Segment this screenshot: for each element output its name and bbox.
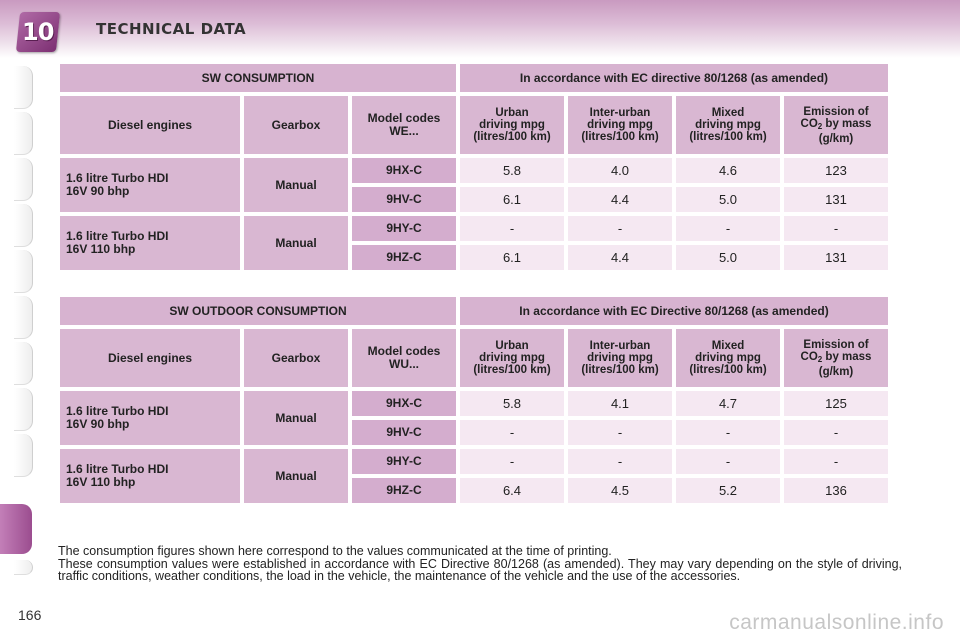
mixed-value: 4.7 — [676, 391, 780, 416]
table-title: SW CONSUMPTION — [60, 64, 456, 92]
urban-value: - — [460, 420, 564, 445]
col-header-co2: Emission of CO2 by mass (g/km) — [784, 96, 888, 154]
col-header-codes: Model codes WU... — [352, 329, 456, 387]
urban-value: 6.4 — [460, 478, 564, 503]
model-code: 9HZ-C — [352, 478, 456, 503]
consumption-note: The consumption figures shown here corre… — [58, 545, 902, 583]
col-header-codes: Model codes WE... — [352, 96, 456, 154]
gearbox-cell: Manual — [244, 216, 348, 270]
inter-urban-value: 4.0 — [568, 158, 672, 183]
gearbox-cell: Manual — [244, 449, 348, 503]
chapter-tab-active[interactable] — [0, 504, 32, 554]
col-header-co2: Emission of CO2 by mass (g/km) — [784, 329, 888, 387]
table-directive: In accordance with EC Directive 80/1268 … — [460, 297, 888, 325]
co2-value: 131 — [784, 245, 888, 270]
col-header-inter-urban: Inter-urban driving mpg (litres/100 km) — [568, 329, 672, 387]
page-title: TECHNICAL DATA — [96, 20, 247, 38]
chapter-tab[interactable] — [14, 250, 33, 293]
mixed-value: 5.0 — [676, 245, 780, 270]
header-band: 10 TECHNICAL DATA — [0, 0, 960, 58]
co2-value: - — [784, 420, 888, 445]
col-header-engine: Diesel engines — [60, 96, 240, 154]
chapter-tab[interactable] — [14, 560, 33, 575]
urban-value: 5.8 — [460, 158, 564, 183]
co2-value: 131 — [784, 187, 888, 212]
col-header-engine: Diesel engines — [60, 329, 240, 387]
model-code: 9HX-C — [352, 158, 456, 183]
mixed-value: 5.0 — [676, 187, 780, 212]
note-line-1: The consumption figures shown here corre… — [58, 544, 612, 558]
table-title: SW OUTDOOR CONSUMPTION — [60, 297, 456, 325]
col-header-inter-urban: Inter-urban driving mpg (litres/100 km) — [568, 96, 672, 154]
urban-value: 5.8 — [460, 391, 564, 416]
engine-cell: 1.6 litre Turbo HDI 16V 90 bhp — [60, 158, 240, 212]
inter-urban-value: - — [568, 420, 672, 445]
chapter-tab[interactable] — [14, 112, 33, 155]
consumption-table: SW CONSUMPTION In accordance with EC dir… — [56, 60, 892, 274]
inter-urban-value: - — [568, 449, 672, 474]
watermark: carmanualsonline.info — [729, 611, 944, 634]
co2-value: - — [784, 216, 888, 241]
mixed-value: 4.6 — [676, 158, 780, 183]
co2-value: 125 — [784, 391, 888, 416]
co2-value: 123 — [784, 158, 888, 183]
note-line-2: These consumption values were establishe… — [58, 556, 902, 583]
urban-value: 6.1 — [460, 245, 564, 270]
inter-urban-value: 4.1 — [568, 391, 672, 416]
col-header-urban: Urban driving mpg (litres/100 km) — [460, 329, 564, 387]
mixed-value: - — [676, 216, 780, 241]
model-code: 9HZ-C — [352, 245, 456, 270]
chapter-tab[interactable] — [14, 296, 33, 339]
co2-value: 136 — [784, 478, 888, 503]
model-code: 9HX-C — [352, 391, 456, 416]
col-header-urban: Urban driving mpg (litres/100 km) — [460, 96, 564, 154]
chapter-number: 10 — [22, 18, 54, 46]
chapter-badge: 10 — [15, 12, 61, 52]
col-header-gearbox: Gearbox — [244, 96, 348, 154]
table-directive: In accordance with EC directive 80/1268 … — [460, 64, 888, 92]
col-header-gearbox: Gearbox — [244, 329, 348, 387]
mixed-value: - — [676, 449, 780, 474]
page-number: 166 — [18, 607, 42, 623]
mixed-value: 5.2 — [676, 478, 780, 503]
urban-value: - — [460, 449, 564, 474]
inter-urban-value: 4.5 — [568, 478, 672, 503]
chapter-tab[interactable] — [14, 158, 33, 201]
model-code: 9HY-C — [352, 449, 456, 474]
model-code: 9HV-C — [352, 187, 456, 212]
engine-cell: 1.6 litre Turbo HDI 16V 110 bhp — [60, 216, 240, 270]
inter-urban-value: 4.4 — [568, 245, 672, 270]
chapter-tab[interactable] — [14, 388, 33, 431]
chapter-tab-strip — [0, 66, 33, 576]
chapter-tab[interactable] — [14, 66, 33, 109]
chapter-tab[interactable] — [14, 204, 33, 247]
col-header-mixed: Mixed driving mpg (litres/100 km) — [676, 329, 780, 387]
engine-cell: 1.6 litre Turbo HDI 16V 90 bhp — [60, 391, 240, 445]
inter-urban-value: - — [568, 216, 672, 241]
model-code: 9HV-C — [352, 420, 456, 445]
col-header-mixed: Mixed driving mpg (litres/100 km) — [676, 96, 780, 154]
outdoor-consumption-table: SW OUTDOOR CONSUMPTION In accordance wit… — [56, 293, 892, 507]
chapter-tab[interactable] — [14, 434, 33, 477]
inter-urban-value: 4.4 — [568, 187, 672, 212]
chapter-tab[interactable] — [14, 342, 33, 385]
model-code: 9HY-C — [352, 216, 456, 241]
gearbox-cell: Manual — [244, 391, 348, 445]
urban-value: - — [460, 216, 564, 241]
mixed-value: - — [676, 420, 780, 445]
co2-value: - — [784, 449, 888, 474]
gearbox-cell: Manual — [244, 158, 348, 212]
urban-value: 6.1 — [460, 187, 564, 212]
engine-cell: 1.6 litre Turbo HDI 16V 110 bhp — [60, 449, 240, 503]
